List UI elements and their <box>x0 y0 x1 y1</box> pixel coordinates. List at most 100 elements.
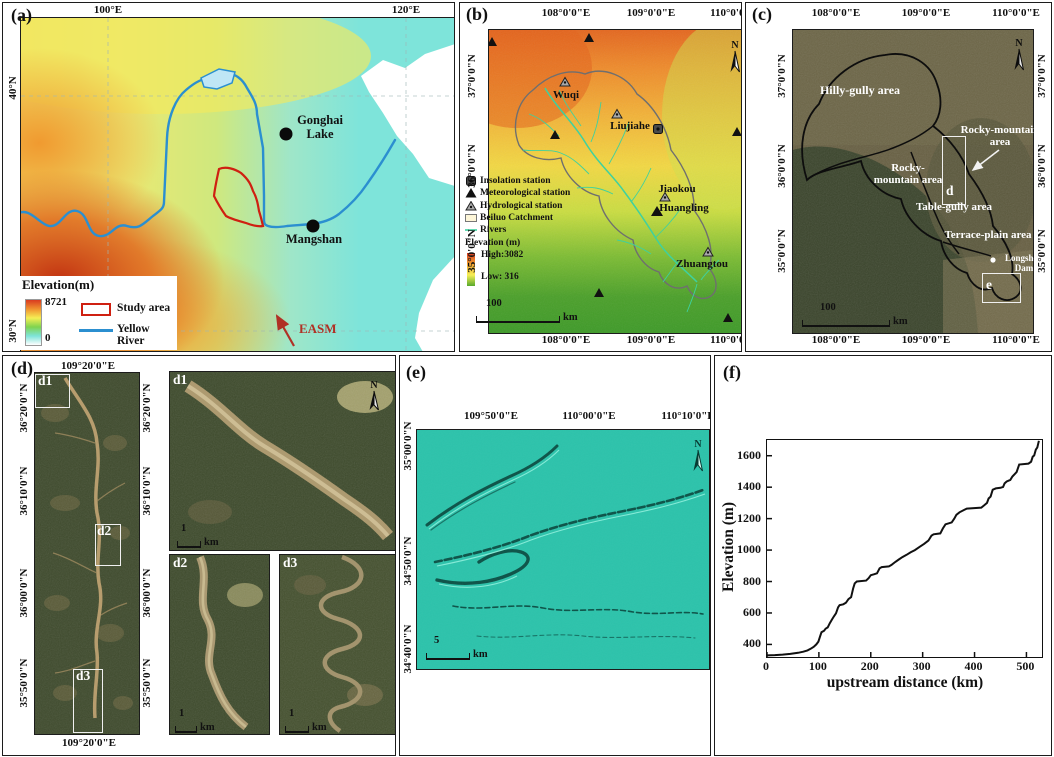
lat-tick: 36°00'0"N <box>141 568 153 618</box>
meteorological-station-icon <box>465 188 477 198</box>
svg-text:N: N <box>731 40 739 51</box>
x-tick-label: 0 <box>763 659 769 673</box>
y-tick-label: 1200 <box>737 510 761 525</box>
scalebar: 1 km <box>177 523 219 548</box>
hydrological-station-icon <box>465 200 477 211</box>
geomorphic-zones-satellite-map: N <box>792 29 1034 334</box>
gonghai-lake-label: Gonghai Lake <box>297 113 343 141</box>
lat-tick: 36°10'0"N <box>141 466 153 516</box>
y-tick-label: 1400 <box>737 479 761 494</box>
scalebar: 1 km <box>285 708 327 733</box>
inset-extent-d-label: d <box>946 183 954 198</box>
scalebar-value: 1 <box>179 708 185 719</box>
lat-tick: 35°50'0"N <box>18 658 30 708</box>
study-area-swatch <box>81 303 111 316</box>
study-area-label: Study area <box>117 302 171 314</box>
legend-elevation-title: Elevation (m) <box>465 237 521 248</box>
lon-tick: 108°0'0"E <box>541 334 591 346</box>
svg-text:N: N <box>694 439 702 450</box>
north-arrow-icon: N <box>730 40 740 73</box>
y-tick-label: 1000 <box>737 542 761 557</box>
inset-d2-label: d2 <box>173 555 188 570</box>
rocky-area-pointer <box>971 149 1000 171</box>
station-label-wuqi: Wuqi <box>552 89 580 101</box>
legend-catchment: Beiluo Catchment <box>480 213 554 224</box>
inset-extent-d3 <box>73 669 103 733</box>
river-corridor-satellite-strip <box>34 372 140 735</box>
river-valley <box>63 377 103 719</box>
north-arrow-icon: N <box>1014 38 1024 71</box>
scalebar-unit: km <box>204 537 219 548</box>
longshou-dam-marker <box>990 257 996 263</box>
sea-area-south <box>415 257 454 351</box>
x-tick-label: 300 <box>912 659 931 673</box>
beiluo-catchment-elevation-map: N <box>488 29 741 334</box>
x-tick-label: 400 <box>964 659 983 673</box>
lon-tick: 110°0'0"E <box>710 7 741 19</box>
panel-b-label: (b) <box>466 4 488 24</box>
insolation-station-icon <box>465 176 477 187</box>
elevation-colorbar <box>25 299 42 346</box>
y-tick-label: 1600 <box>737 447 761 462</box>
scalebar-value: 1 <box>181 523 187 534</box>
scalebar: 100 km <box>802 302 908 327</box>
elevation-profile-line <box>766 440 1040 657</box>
meandering-river <box>318 555 364 733</box>
lake-shape <box>200 68 236 90</box>
inset-extent-e <box>982 273 1021 303</box>
lon-tick: 109°0'0"E <box>901 334 951 346</box>
lon-tick: 110°0'0"E <box>992 7 1040 19</box>
panel-a-label: (a) <box>11 5 32 25</box>
inset-d3-label: d3 <box>283 555 298 570</box>
lon-tick: 109°50'0"E <box>464 410 518 422</box>
elevation-high: High:3082 <box>481 249 524 260</box>
legend-meteorological: Meteorological station <box>480 188 571 199</box>
elevation-min: 0 <box>45 332 51 344</box>
hydrological-stations <box>559 76 714 257</box>
panel-c-label: (c) <box>752 4 772 24</box>
lon-tick: 109°0'0"E <box>626 7 676 19</box>
x-tick-label: 100 <box>808 659 827 673</box>
river-network <box>522 87 720 313</box>
scalebar: 1 km <box>175 708 215 733</box>
inset-d3-satellite <box>279 554 395 735</box>
lon-tick: 120°E <box>391 4 421 16</box>
panel-a-legend: Elevation(m) 8721 0 Study area Yellow Ri… <box>17 276 177 350</box>
lon-tick: 109°0'0"E <box>901 7 951 19</box>
terrace-hillshade-map: N <box>416 429 710 670</box>
inset-extent-d3-label: d3 <box>76 668 91 683</box>
scalebar-value: 100 <box>820 302 836 313</box>
zone-boundary-terrace <box>942 241 992 257</box>
area-label-rocky-mountain-right: Rocky-mountain area <box>960 124 1040 149</box>
lat-tick: 35°0'0"N <box>466 229 478 273</box>
station-label-jiaokou: Jiaokou <box>658 183 696 195</box>
lat-tick: 36°0'0"N <box>466 144 478 188</box>
rivers-line-icon <box>465 225 477 235</box>
scalebar-value: 5 <box>434 635 440 646</box>
lon-tick: 108°0'0"E <box>541 7 591 19</box>
area-label-hilly-gully: Hilly-gully area <box>819 83 901 97</box>
easm-arrow <box>275 314 295 347</box>
y-tick-label: 600 <box>743 604 761 619</box>
sea-area <box>361 44 454 186</box>
area-label-terrace-plain: Terrace-plain area <box>944 229 1032 241</box>
scalebar-unit: km <box>563 312 578 323</box>
elevation-profile-plot <box>766 439 1043 658</box>
panel-f-label: (f) <box>723 362 741 382</box>
inset-extent-d1 <box>35 374 70 408</box>
lon-tick: 109°20'0"E <box>62 737 116 749</box>
lat-tick: 37°0'0"N <box>466 54 478 98</box>
svg-text:N: N <box>1015 38 1023 49</box>
lat-tick: 36°10'0"N <box>18 466 30 516</box>
lat-tick: 36°0'0"N <box>776 144 788 188</box>
catchment-outline <box>801 53 1022 301</box>
lat-tick: 37°0'0"N <box>1036 54 1048 98</box>
station-label-liujiahe: Liujiahe <box>610 120 650 132</box>
x-tick-label: 200 <box>860 659 879 673</box>
legend-insolation: Insolation station <box>480 176 551 187</box>
elevation-max: 8721 <box>45 296 67 308</box>
yellow-river-label: Yellow River <box>117 323 150 347</box>
north-arrow-icon: N <box>693 439 703 472</box>
catchment-outline-icon <box>465 213 477 223</box>
lat-tick: 36°0'0"N <box>1036 144 1048 188</box>
